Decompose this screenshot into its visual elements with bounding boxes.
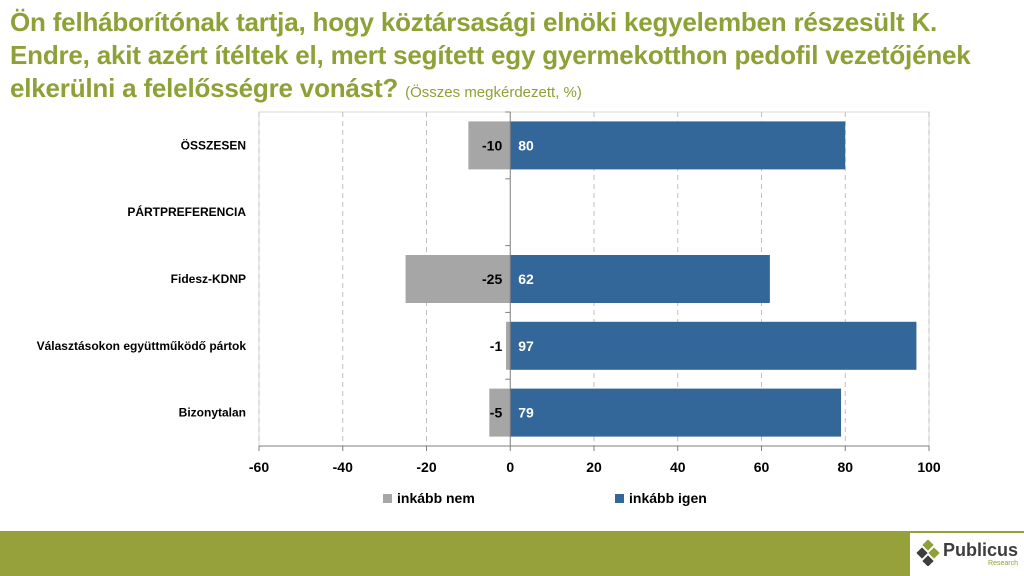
- bar-inkabb-igen: [510, 121, 846, 170]
- bar-inkabb-igen: [510, 388, 842, 437]
- bar-inkabb-nem: [405, 255, 511, 303]
- data-label-inkabb-nem: -10: [482, 137, 502, 153]
- chart-title: Ön felháborítónak tartja, hogy köztársas…: [10, 6, 1015, 109]
- x-tick-label: 60: [754, 459, 770, 475]
- x-tick-label: 80: [837, 459, 853, 475]
- data-label-inkabb-nem: -1: [490, 338, 503, 354]
- bar-inkabb-nem: [506, 321, 511, 370]
- x-tick-label: 0: [506, 459, 514, 475]
- data-label-inkabb-igen: 79: [518, 405, 534, 421]
- category-label: Fidesz-KDNP: [171, 272, 246, 286]
- x-tick-label: -20: [416, 459, 436, 475]
- publicus-logo: Publicus Research: [910, 533, 1024, 576]
- x-tick-label: 20: [586, 459, 602, 475]
- legend-label: inkább nem: [397, 490, 475, 506]
- logo-name: Publicus: [943, 540, 1019, 560]
- category-label: PÁRTPREFERENCIA: [127, 204, 246, 219]
- bar-inkabb-nem: [489, 388, 511, 437]
- x-tick-label: -60: [249, 459, 269, 475]
- data-label-inkabb-igen: 80: [518, 137, 534, 153]
- bar-chart: -60 -40 -20 0 20 40 60 80 100 ÖSSZESEN -10 80 PÁRTPR…: [37, 111, 941, 506]
- data-label-inkabb-igen: 62: [518, 271, 534, 287]
- logo-tagline: Research: [988, 560, 1018, 567]
- publicus-logo-icon: [916, 540, 940, 566]
- category-label: Választásokon együttműködő pártok: [37, 339, 247, 353]
- x-tick-label: -40: [333, 459, 353, 475]
- x-tick-label: 40: [670, 459, 686, 475]
- legend-label: inkább igen: [629, 490, 707, 506]
- bar-inkabb-igen: [510, 321, 917, 370]
- chart-subtitle: (Összes megkérdezett, %): [405, 84, 582, 101]
- bar-inkabb-igen: [510, 255, 770, 303]
- category-label: ÖSSZESEN: [181, 137, 246, 152]
- data-label-inkabb-igen: 97: [518, 338, 534, 354]
- bar-inkabb-nem: [468, 121, 511, 170]
- footer-band: [0, 531, 1024, 576]
- chart-title-main: Ön felháborítónak tartja, hogy köztársas…: [10, 7, 971, 103]
- category-label: Bizonytalan: [179, 406, 246, 420]
- data-label-inkabb-nem: -25: [482, 271, 502, 287]
- x-tick-label: 100: [917, 459, 941, 475]
- data-label-inkabb-nem: -5: [490, 405, 503, 421]
- legend-swatch: [615, 494, 624, 503]
- legend-swatch: [383, 494, 392, 503]
